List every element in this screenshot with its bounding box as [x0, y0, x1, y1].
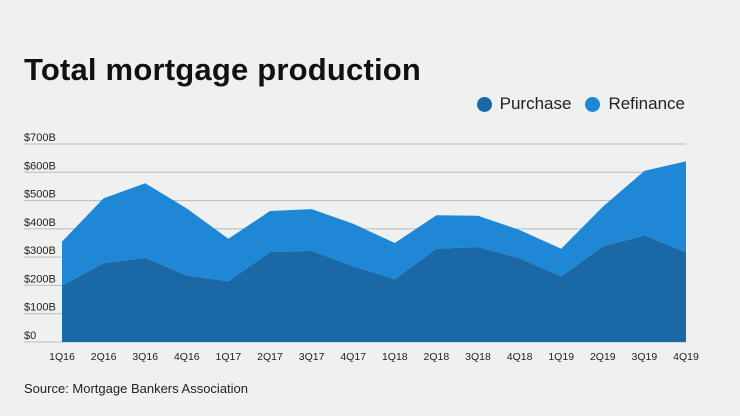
legend-label-purchase: Purchase — [499, 94, 572, 113]
y-tick-label: $0 — [24, 330, 36, 342]
y-tick-label: $500B — [24, 189, 56, 201]
legend: Purchase Refinance — [463, 94, 685, 114]
source-note: Source: Mortgage Bankers Association — [24, 381, 249, 396]
x-tick-label: 3Q18 — [465, 351, 491, 363]
y-tick-label: $600B — [24, 160, 56, 172]
x-tick-label: 2Q16 — [91, 351, 117, 363]
x-tick-label: 3Q19 — [632, 351, 658, 363]
x-tick-label: 2Q19 — [590, 351, 616, 363]
x-tick-label: 1Q17 — [216, 351, 242, 363]
legend-item-refinance: Refinance — [585, 94, 685, 114]
x-tick-label: 2Q18 — [424, 351, 450, 363]
legend-label-refinance: Refinance — [608, 94, 685, 113]
legend-item-purchase: Purchase — [476, 94, 572, 114]
area-refinance — [62, 161, 686, 286]
x-tick-label: 4Q16 — [174, 351, 200, 363]
legend-swatch-refinance — [585, 96, 601, 112]
x-axis-ticks: 1Q16 2Q16 3Q16 4Q16 1Q17 2Q17 3Q17 4Q17 1Q18 2Q18… — [49, 351, 699, 363]
x-tick-label: 4Q17 — [340, 351, 366, 363]
x-tick-label: 1Q16 — [49, 351, 75, 363]
chart-title: Total mortgage production — [24, 52, 422, 87]
legend-swatch-purchase — [476, 96, 492, 112]
x-tick-label: 4Q18 — [507, 351, 533, 363]
area-purchase — [62, 235, 686, 342]
y-tick-label: $400B — [24, 217, 56, 229]
x-tick-label: 1Q18 — [382, 351, 408, 363]
x-tick-label: 3Q17 — [299, 351, 325, 363]
y-axis-ticks: $0 $100B $200B $300B $400B $500B $600B $700B — [24, 132, 56, 342]
x-tick-label: 2Q17 — [257, 351, 283, 363]
y-tick-label: $100B — [24, 302, 56, 314]
areas — [62, 161, 686, 342]
y-tick-label: $200B — [24, 273, 56, 285]
x-tick-label: 1Q19 — [548, 351, 574, 363]
x-tick-label: 3Q16 — [132, 351, 158, 363]
y-tick-label: $700B — [24, 132, 56, 144]
x-tick-label: 4Q19 — [673, 351, 699, 363]
y-tick-label: $300B — [24, 245, 56, 257]
